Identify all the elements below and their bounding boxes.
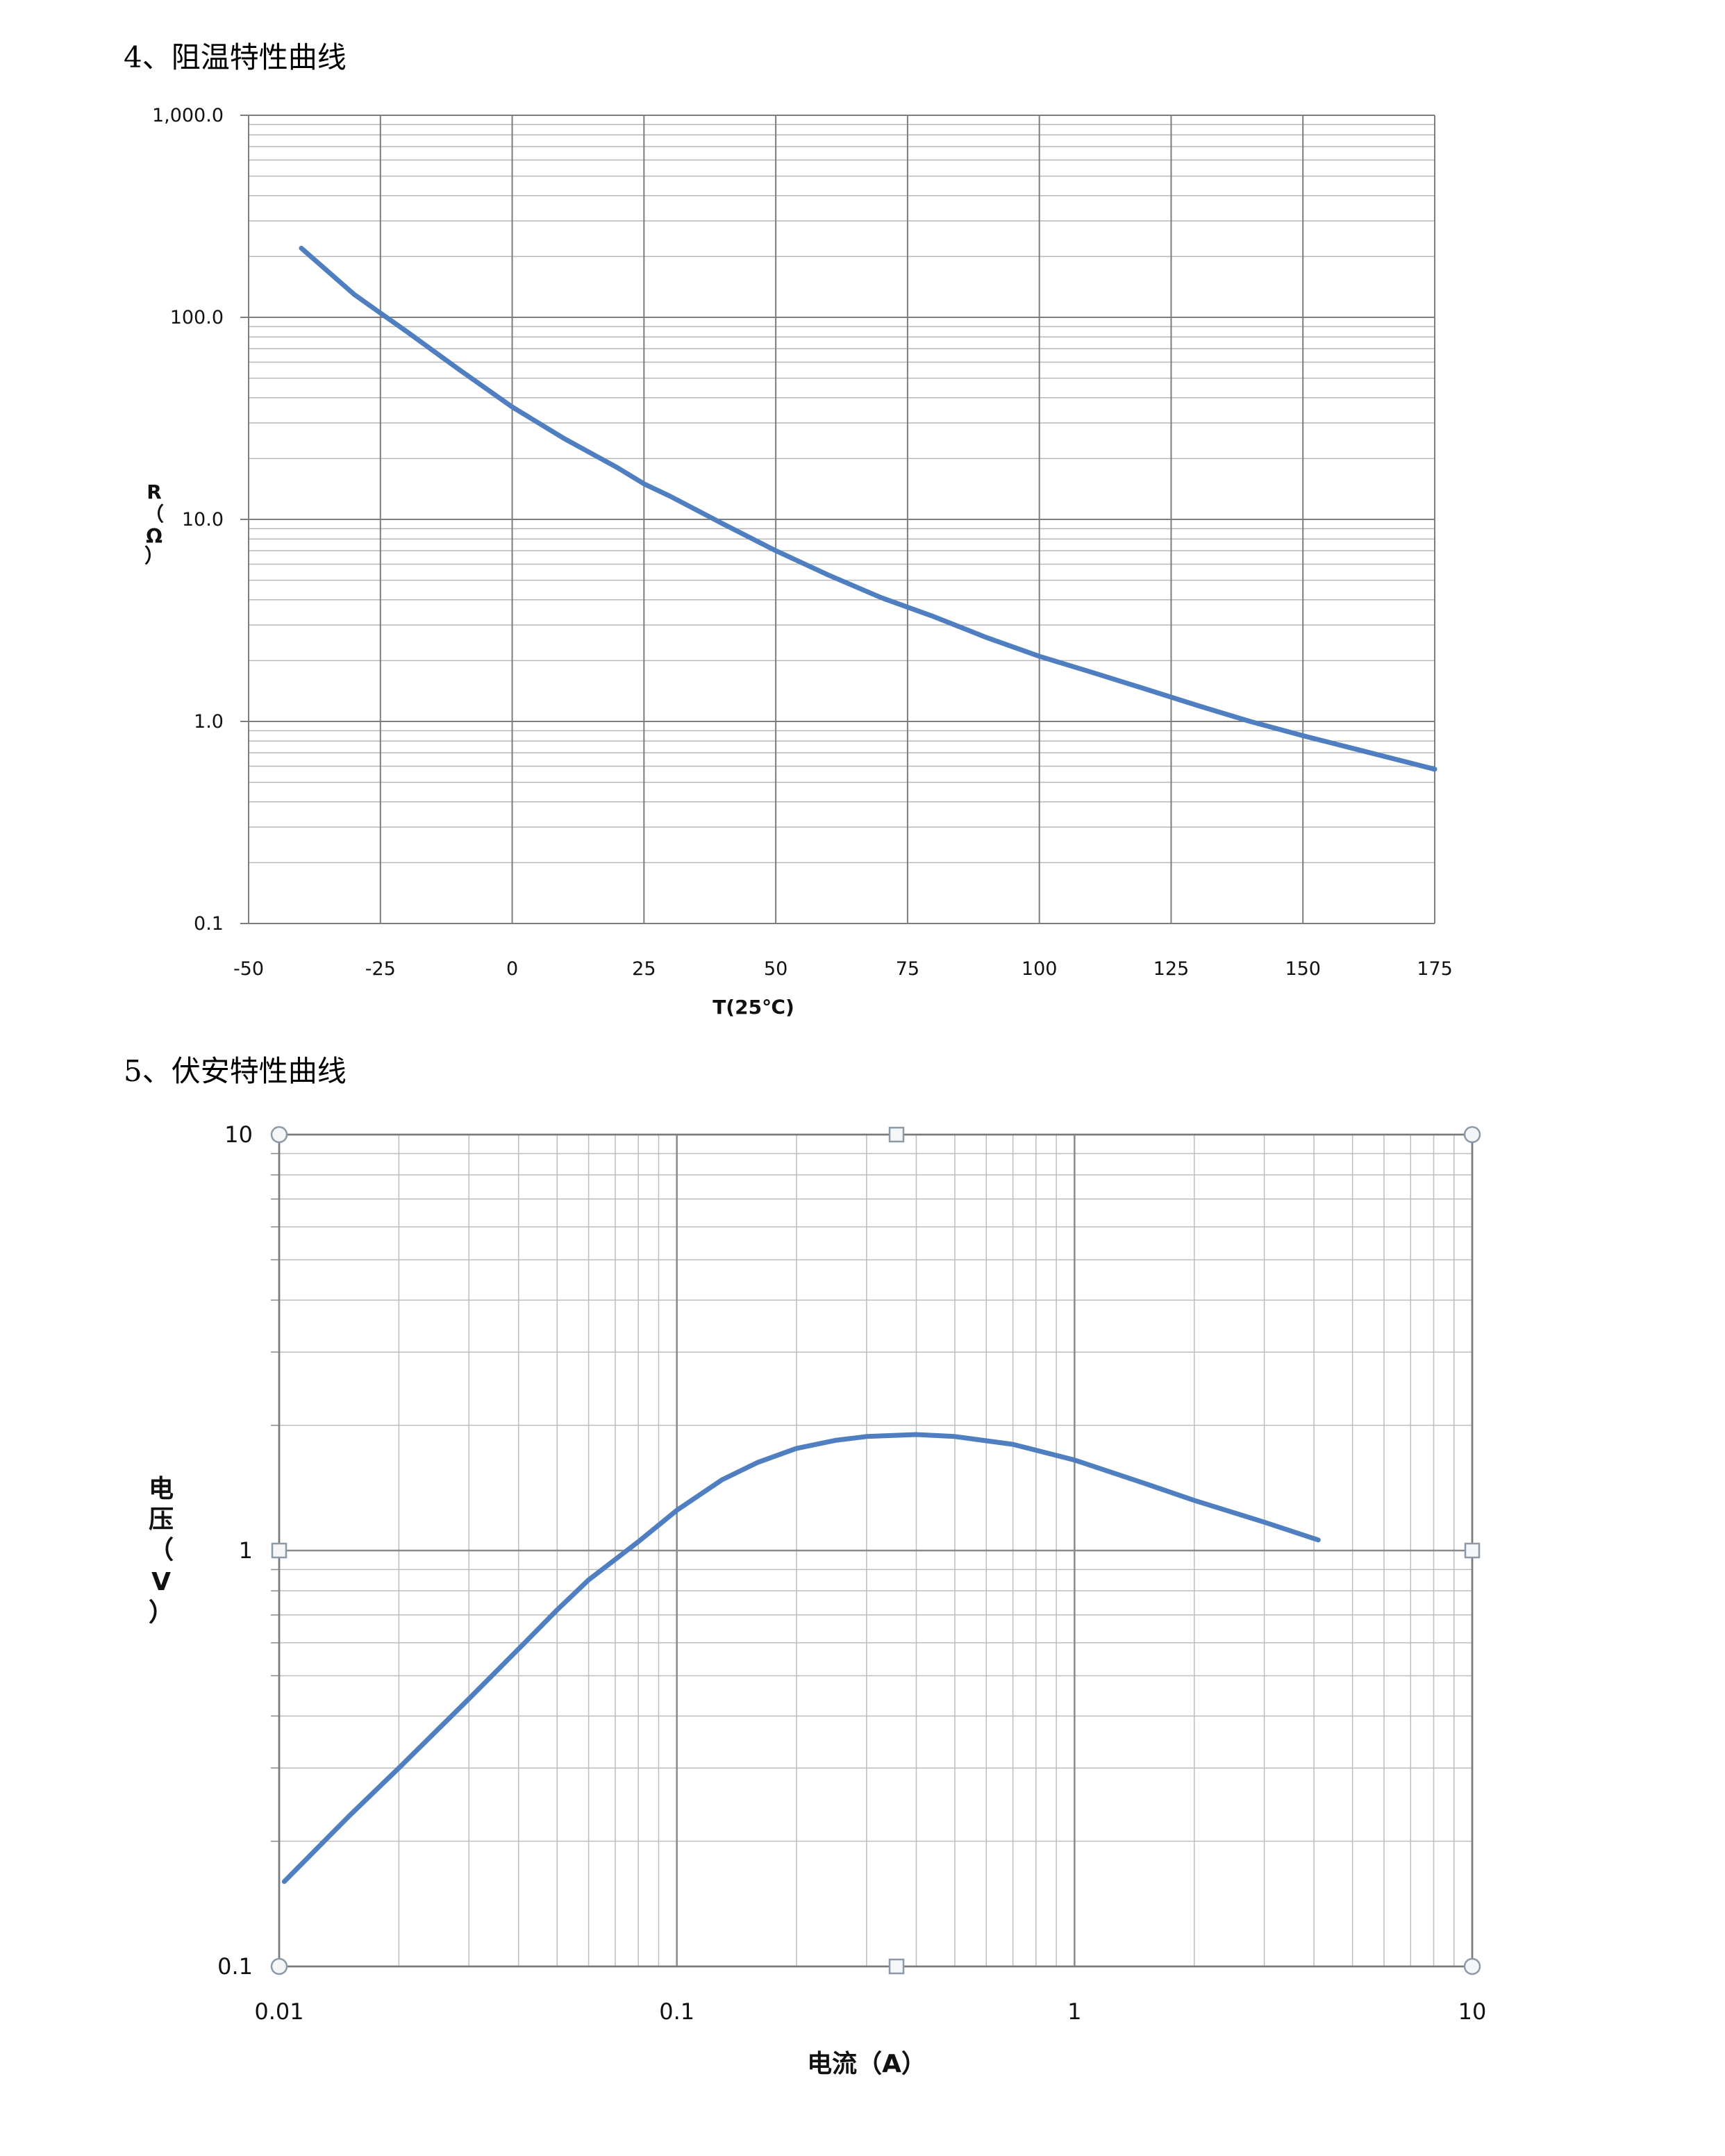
- chart2-y-tick-label: 10: [224, 1121, 253, 1148]
- chart2-corner-resize-handle[interactable]: [270, 1126, 288, 1144]
- chart2-y-axis-label-char: V: [151, 1568, 171, 1596]
- chart1-y-tick-label: 0.1: [194, 913, 224, 935]
- chart1-y-axis-label-char: ）: [144, 544, 164, 567]
- section-heading-rt: 4、阻温特性曲线: [124, 40, 347, 74]
- chart2-side-resize-handle[interactable]: [888, 1126, 905, 1143]
- chart2-corner-resize-handle[interactable]: [1463, 1126, 1481, 1144]
- chart2-selection-handles[interactable]: [270, 1126, 1481, 1975]
- chart2-y-axis-label-char: ）: [149, 1598, 174, 1627]
- resistance-temperature-chart: -50 -25 0 25 50 75 100 125 150 175 0.1 1.0 10.0 100.…: [144, 105, 1453, 1019]
- chart2-y-axis-label: 电压（ V）: [149, 1475, 174, 1627]
- chart2-y-axis-label-char: 电: [149, 1475, 174, 1503]
- chart1-y-axis-label-char: R: [147, 480, 162, 503]
- chart2-y-tick-label: 1: [239, 1537, 253, 1564]
- chart2-grid: [271, 1133, 1474, 1968]
- chart1-x-tick-label: 25: [632, 958, 656, 980]
- chart2-side-resize-handle[interactable]: [1464, 1542, 1481, 1559]
- chart1-series-line: [299, 245, 1438, 772]
- chart1-x-tick-label: -25: [365, 958, 396, 980]
- chart2-y-axis-label-char: （: [149, 1536, 174, 1564]
- chart1-y-tick-labels: 0.1 1.0 10.0 100.0 1,000.0: [152, 105, 224, 935]
- chart2-side-resize-handle[interactable]: [271, 1542, 288, 1559]
- chart1-y-tick-label: 1.0: [194, 711, 224, 733]
- chart2-series-line: [281, 1432, 1321, 1885]
- chart1-x-tick-label: 150: [1285, 958, 1321, 980]
- chart1-y-axis-label: R（Ω）: [144, 480, 164, 567]
- chart2-corner-resize-handle[interactable]: [1463, 1957, 1481, 1975]
- chart2-y-tick-label: 0.1: [217, 1953, 253, 1980]
- chart2-corner-resize-handle[interactable]: [270, 1957, 288, 1975]
- chart2-side-resize-handle[interactable]: [888, 1958, 905, 1975]
- chart1-y-tick-label: 10.0: [182, 509, 224, 530]
- chart2-y-tick-labels: 0.1 1 10: [217, 1121, 253, 1980]
- chart1-grid: [240, 115, 1435, 924]
- chart2-x-tick-label: 1: [1067, 1998, 1081, 2025]
- section-heading-iv: 5、伏安特性曲线: [124, 1054, 347, 1088]
- chart2-x-axis-label: 电流（A）: [807, 2050, 926, 2078]
- chart1-y-axis-label-char: （: [144, 503, 164, 526]
- chart1-x-tick-label: -50: [233, 958, 264, 980]
- chart1-x-tick-label: 50: [764, 958, 788, 980]
- chart1-y-axis-label-char: Ω: [146, 525, 162, 548]
- chart1-x-tick-label: 100: [1022, 958, 1058, 980]
- chart1-x-tick-labels: -50 -25 0 25 50 75 100 125 150 175: [233, 958, 1453, 980]
- chart2-y-axis-label-char: 压: [149, 1505, 174, 1534]
- chart1-x-tick-label: 0: [506, 958, 518, 980]
- chart1-x-axis-label: T(25℃): [712, 996, 794, 1019]
- chart1-y-tick-label: 1,000.0: [152, 105, 224, 126]
- chart1-x-tick-label: 175: [1417, 958, 1453, 980]
- chart2-x-tick-label: 10: [1458, 1998, 1487, 2025]
- chart1-y-tick-label: 100.0: [170, 307, 224, 328]
- chart1-x-tick-label: 125: [1153, 958, 1190, 980]
- chart2-x-tick-label: 0.01: [254, 1998, 303, 2025]
- chart2-x-tick-label: 0.1: [659, 1998, 694, 2025]
- chart2-series: [281, 1432, 1321, 1885]
- chart1-x-tick-label: 75: [896, 958, 919, 980]
- chart2-x-tick-labels: 0.01 0.1 1 10: [254, 1998, 1486, 2025]
- chart1-series: [299, 245, 1438, 772]
